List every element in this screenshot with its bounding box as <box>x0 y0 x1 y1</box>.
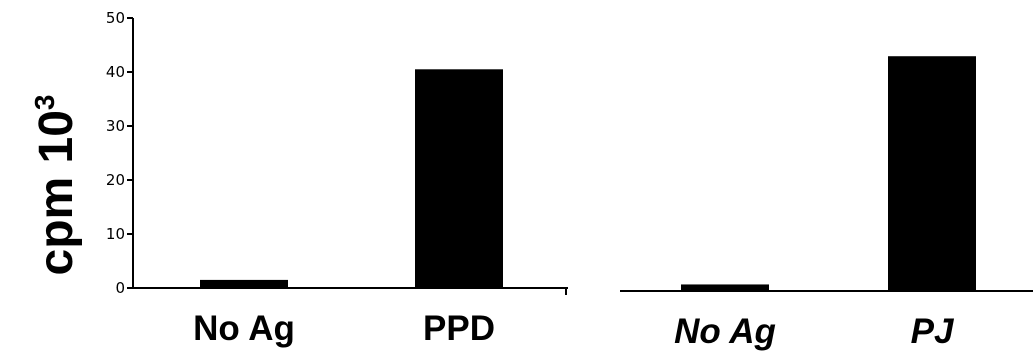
bar-no-ag <box>200 279 288 288</box>
y-axis-label-text: cpm 10 <box>30 110 83 275</box>
bar-no-ag <box>681 284 769 291</box>
y-tick-label: 30 <box>106 117 125 135</box>
category-label: No Ag <box>674 312 776 351</box>
chart-panels: 0 10 20 30 40 50 No Ag PPD No Ag PJ <box>106 9 1033 351</box>
bar-pj <box>888 56 976 291</box>
chart-panel-1: 0 10 20 30 40 50 No Ag PPD <box>106 9 568 348</box>
chart-panel-2: No Ag PJ <box>620 56 1033 351</box>
y-tick-label: 0 <box>115 279 125 297</box>
category-label: PJ <box>911 312 955 351</box>
category-label: No Ag <box>193 309 295 348</box>
bar-ppd <box>415 69 503 288</box>
category-label: PPD <box>423 309 495 348</box>
y-tick-label: 20 <box>106 171 125 189</box>
y-tick-label: 10 <box>106 225 125 243</box>
y-tick-label: 50 <box>106 9 125 27</box>
y-tick-label: 40 <box>106 63 125 81</box>
y-axis-label-superscript: 3 <box>29 95 60 111</box>
y-axis-label: cpm 103 <box>29 95 83 276</box>
